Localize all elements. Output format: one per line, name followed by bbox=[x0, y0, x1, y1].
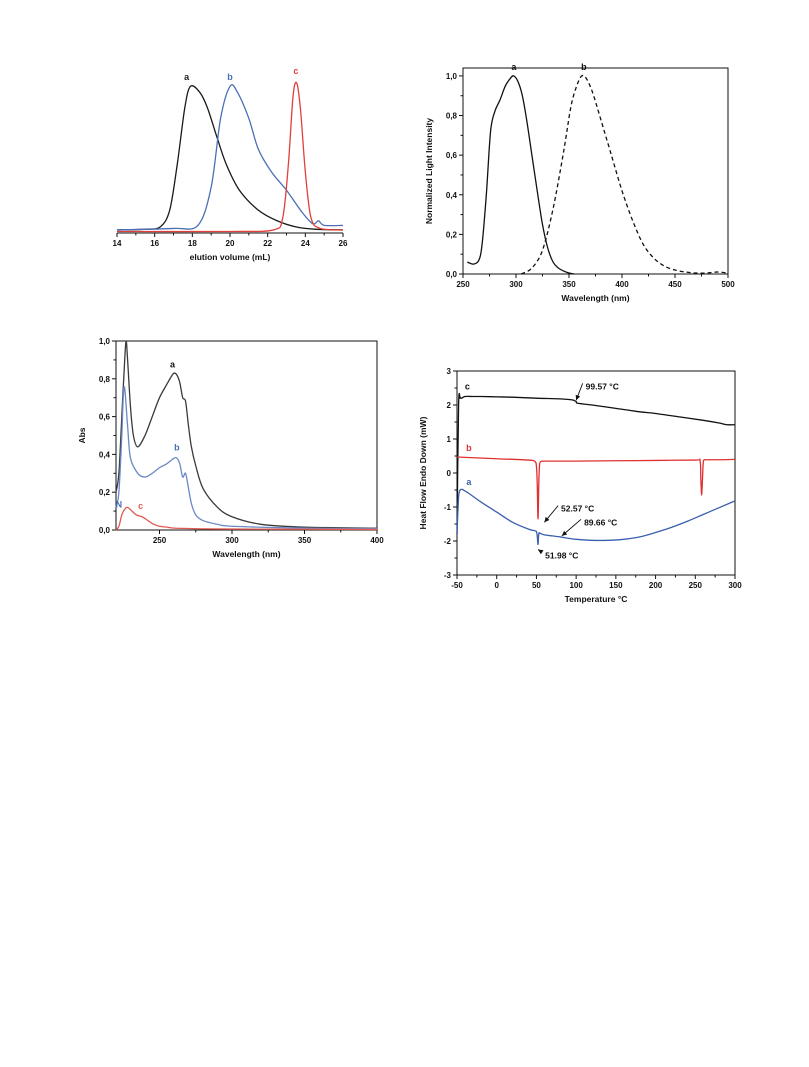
annotation-arrow-head bbox=[561, 530, 568, 536]
x-tick-label: 300 bbox=[728, 581, 742, 590]
series-line-c bbox=[116, 81, 344, 233]
series-line-b bbox=[115, 386, 378, 530]
curve-label: a bbox=[184, 72, 190, 82]
x-tick-label: 300 bbox=[509, 280, 523, 289]
annotation-label: 51.98 °C bbox=[545, 550, 578, 560]
x-axis-label: Wavelength (nm) bbox=[212, 549, 280, 559]
x-tick-label: 250 bbox=[153, 536, 167, 545]
x-tick-label: 20 bbox=[226, 239, 235, 248]
y-tick-label: 3 bbox=[447, 367, 452, 376]
y-tick-label: 0,2 bbox=[446, 230, 458, 239]
y-tick-label: -3 bbox=[444, 571, 452, 580]
annotation-label: 99.57 °C bbox=[586, 381, 619, 391]
y-tick-label: 0,2 bbox=[99, 488, 111, 497]
x-axis-label: Temperature °C bbox=[565, 594, 628, 604]
y-tick-label: 0,8 bbox=[99, 375, 111, 384]
curve-label: N bbox=[116, 499, 123, 509]
curve-label: a bbox=[511, 62, 517, 72]
y-tick-label: 0,6 bbox=[99, 413, 111, 422]
x-axis-label: Wavelength (nm) bbox=[561, 293, 629, 303]
curve-label: c bbox=[293, 66, 298, 76]
x-tick-label: 350 bbox=[298, 536, 312, 545]
plot-frame bbox=[462, 67, 729, 275]
x-tick-label: 26 bbox=[339, 239, 348, 248]
curve-label: c bbox=[138, 501, 143, 511]
x-tick-label: 250 bbox=[689, 581, 703, 590]
x-tick-label: -50 bbox=[451, 581, 463, 590]
x-tick-label: 350 bbox=[562, 280, 576, 289]
x-tick-label: 300 bbox=[225, 536, 239, 545]
annotation-label: 52.57 °C bbox=[561, 504, 594, 514]
chart-dsc-thermogram: -50 0 50 100 150 200 250 300 -3 -2 -1 0 1 2 3 Temperatu… bbox=[418, 367, 742, 604]
curve-label: a bbox=[170, 359, 176, 369]
y-tick-label: 0,4 bbox=[99, 450, 111, 459]
y-tick-label: 1,0 bbox=[446, 72, 458, 81]
x-tick-label: 0 bbox=[494, 581, 499, 590]
y-tick-label: 0,8 bbox=[446, 112, 458, 121]
x-tick-label: 200 bbox=[649, 581, 663, 590]
y-tick-label: -1 bbox=[444, 503, 452, 512]
series-line-b bbox=[456, 456, 736, 520]
x-tick-label: 500 bbox=[721, 280, 735, 289]
series-line-a bbox=[115, 340, 378, 529]
x-tick-label: 400 bbox=[615, 280, 629, 289]
x-axis-label: elution volume (mL) bbox=[190, 252, 271, 262]
y-tick-label: 0 bbox=[447, 469, 452, 478]
curve-label: b bbox=[174, 443, 180, 453]
y-axis-label: Abs bbox=[77, 427, 87, 443]
series-line-a bbox=[456, 488, 736, 546]
series-line-c bbox=[115, 506, 378, 531]
x-tick-label: 150 bbox=[609, 581, 623, 590]
plot-frame bbox=[115, 340, 378, 531]
chart-fluorescence-spectra: 250 300 350 400 450 500 0,0 0,2 0,4 0,6 0,8 1,0 Wave… bbox=[424, 62, 735, 303]
y-tick-label: 0,6 bbox=[446, 151, 458, 160]
chart-elution-profile: 14 16 18 20 22 24 26 elution volume (mL) a b c bbox=[113, 66, 348, 262]
y-axis-label: Heat Flow Endo Down (mW) bbox=[418, 416, 428, 529]
x-tick-label: 22 bbox=[263, 239, 272, 248]
curve-label: c bbox=[465, 382, 470, 392]
y-tick-label: -2 bbox=[444, 537, 452, 546]
x-tick-label: 400 bbox=[370, 536, 384, 545]
x-tick-label: 450 bbox=[668, 280, 682, 289]
y-tick-label: 1 bbox=[447, 435, 452, 444]
curve-label: b bbox=[227, 72, 233, 82]
annotation-label: 89.66 °C bbox=[584, 517, 617, 527]
annotation-arrow-head bbox=[575, 394, 581, 401]
series-line-a bbox=[116, 85, 344, 231]
x-tick-label: 14 bbox=[113, 239, 122, 248]
x-tick-label: 18 bbox=[188, 239, 197, 248]
x-tick-label: 50 bbox=[532, 581, 541, 590]
annotation-arrow-head bbox=[538, 549, 544, 555]
y-axis-label: Normalized Light Intensity bbox=[424, 118, 434, 225]
curve-label: a bbox=[466, 477, 472, 487]
chart-absorbance-spectra: 250 300 350 400 0,0 0,2 0,4 0,6 0,8 1,0 Wavelength… bbox=[77, 337, 384, 559]
series-line-b bbox=[520, 74, 729, 275]
plot-frame bbox=[456, 370, 736, 576]
y-tick-label: 0,4 bbox=[446, 191, 458, 200]
x-tick-label: 16 bbox=[150, 239, 159, 248]
curve-label: b bbox=[581, 62, 587, 72]
y-tick-label: 0,0 bbox=[446, 270, 458, 279]
curve-label: b bbox=[466, 443, 472, 453]
y-tick-label: 0,0 bbox=[99, 526, 111, 535]
annotation-arrow-head bbox=[544, 516, 550, 523]
series-line-c bbox=[456, 392, 736, 535]
x-tick-label: 250 bbox=[456, 280, 470, 289]
x-tick-label: 100 bbox=[569, 581, 583, 590]
y-tick-label: 2 bbox=[447, 401, 452, 410]
series-line-b bbox=[116, 84, 344, 231]
series-line-a bbox=[467, 75, 575, 275]
y-tick-label: 1,0 bbox=[99, 337, 111, 346]
x-tick-label: 24 bbox=[301, 239, 310, 248]
